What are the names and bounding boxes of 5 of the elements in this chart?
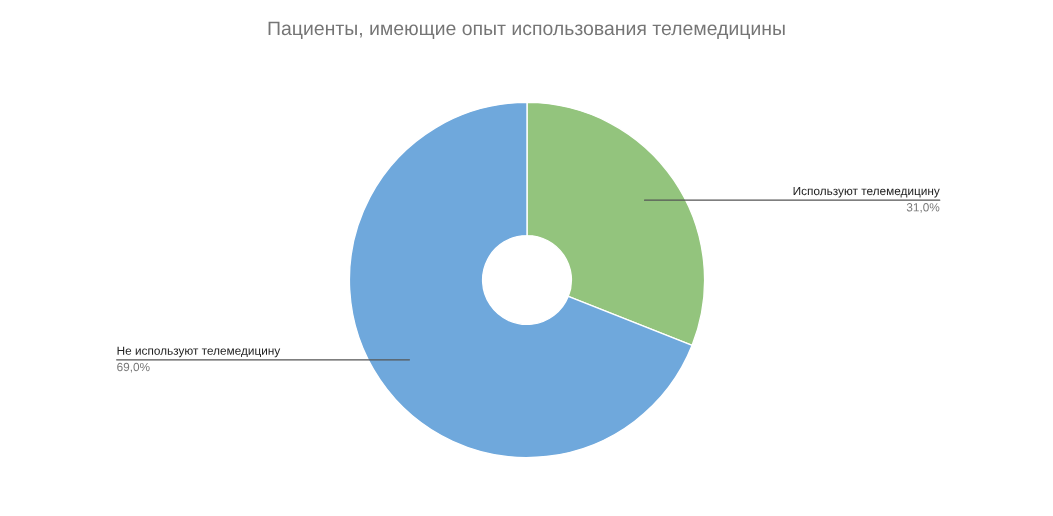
slice-label: Не используют телемедицину — [117, 346, 281, 358]
data-label: 31,0% — [906, 203, 940, 213]
data-label: 69,0% — [117, 362, 150, 373]
chart-title: Пациенты, имеющие опыт использования телемедицины — [268, 21, 785, 39]
slice-label: Используют телемедицину — [793, 186, 940, 198]
